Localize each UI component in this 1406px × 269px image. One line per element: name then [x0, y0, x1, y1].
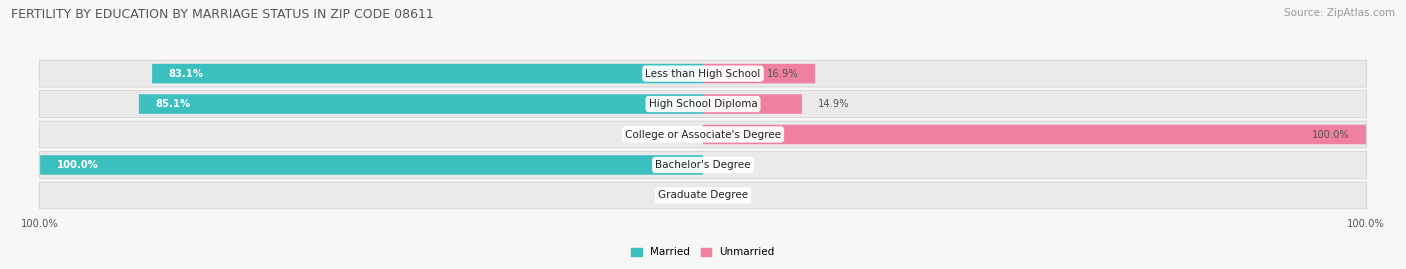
Text: 0.0%: 0.0%: [720, 160, 745, 170]
FancyBboxPatch shape: [703, 94, 801, 114]
Text: 85.1%: 85.1%: [156, 99, 191, 109]
Text: 100.0%: 100.0%: [56, 160, 98, 170]
Text: 0.0%: 0.0%: [661, 129, 686, 140]
FancyBboxPatch shape: [152, 64, 703, 83]
FancyBboxPatch shape: [703, 125, 1365, 144]
FancyBboxPatch shape: [39, 60, 1367, 87]
Text: College or Associate's Degree: College or Associate's Degree: [626, 129, 780, 140]
Legend: Married, Unmarried: Married, Unmarried: [627, 243, 779, 262]
Text: FERTILITY BY EDUCATION BY MARRIAGE STATUS IN ZIP CODE 08611: FERTILITY BY EDUCATION BY MARRIAGE STATU…: [11, 8, 434, 21]
FancyBboxPatch shape: [39, 182, 1367, 209]
Text: Graduate Degree: Graduate Degree: [658, 190, 748, 200]
Text: Bachelor's Degree: Bachelor's Degree: [655, 160, 751, 170]
FancyBboxPatch shape: [39, 121, 1367, 148]
Text: Source: ZipAtlas.com: Source: ZipAtlas.com: [1284, 8, 1395, 18]
FancyBboxPatch shape: [39, 91, 1367, 118]
Text: 0.0%: 0.0%: [661, 190, 686, 200]
Text: 100.0%: 100.0%: [1312, 129, 1350, 140]
FancyBboxPatch shape: [139, 94, 703, 114]
Text: 83.1%: 83.1%: [169, 69, 204, 79]
FancyBboxPatch shape: [39, 151, 1367, 178]
Text: 16.9%: 16.9%: [766, 69, 799, 79]
Text: 0.0%: 0.0%: [720, 190, 745, 200]
Text: Less than High School: Less than High School: [645, 69, 761, 79]
FancyBboxPatch shape: [703, 64, 815, 83]
Text: High School Diploma: High School Diploma: [648, 99, 758, 109]
FancyBboxPatch shape: [41, 155, 703, 175]
Text: 14.9%: 14.9%: [818, 99, 851, 109]
